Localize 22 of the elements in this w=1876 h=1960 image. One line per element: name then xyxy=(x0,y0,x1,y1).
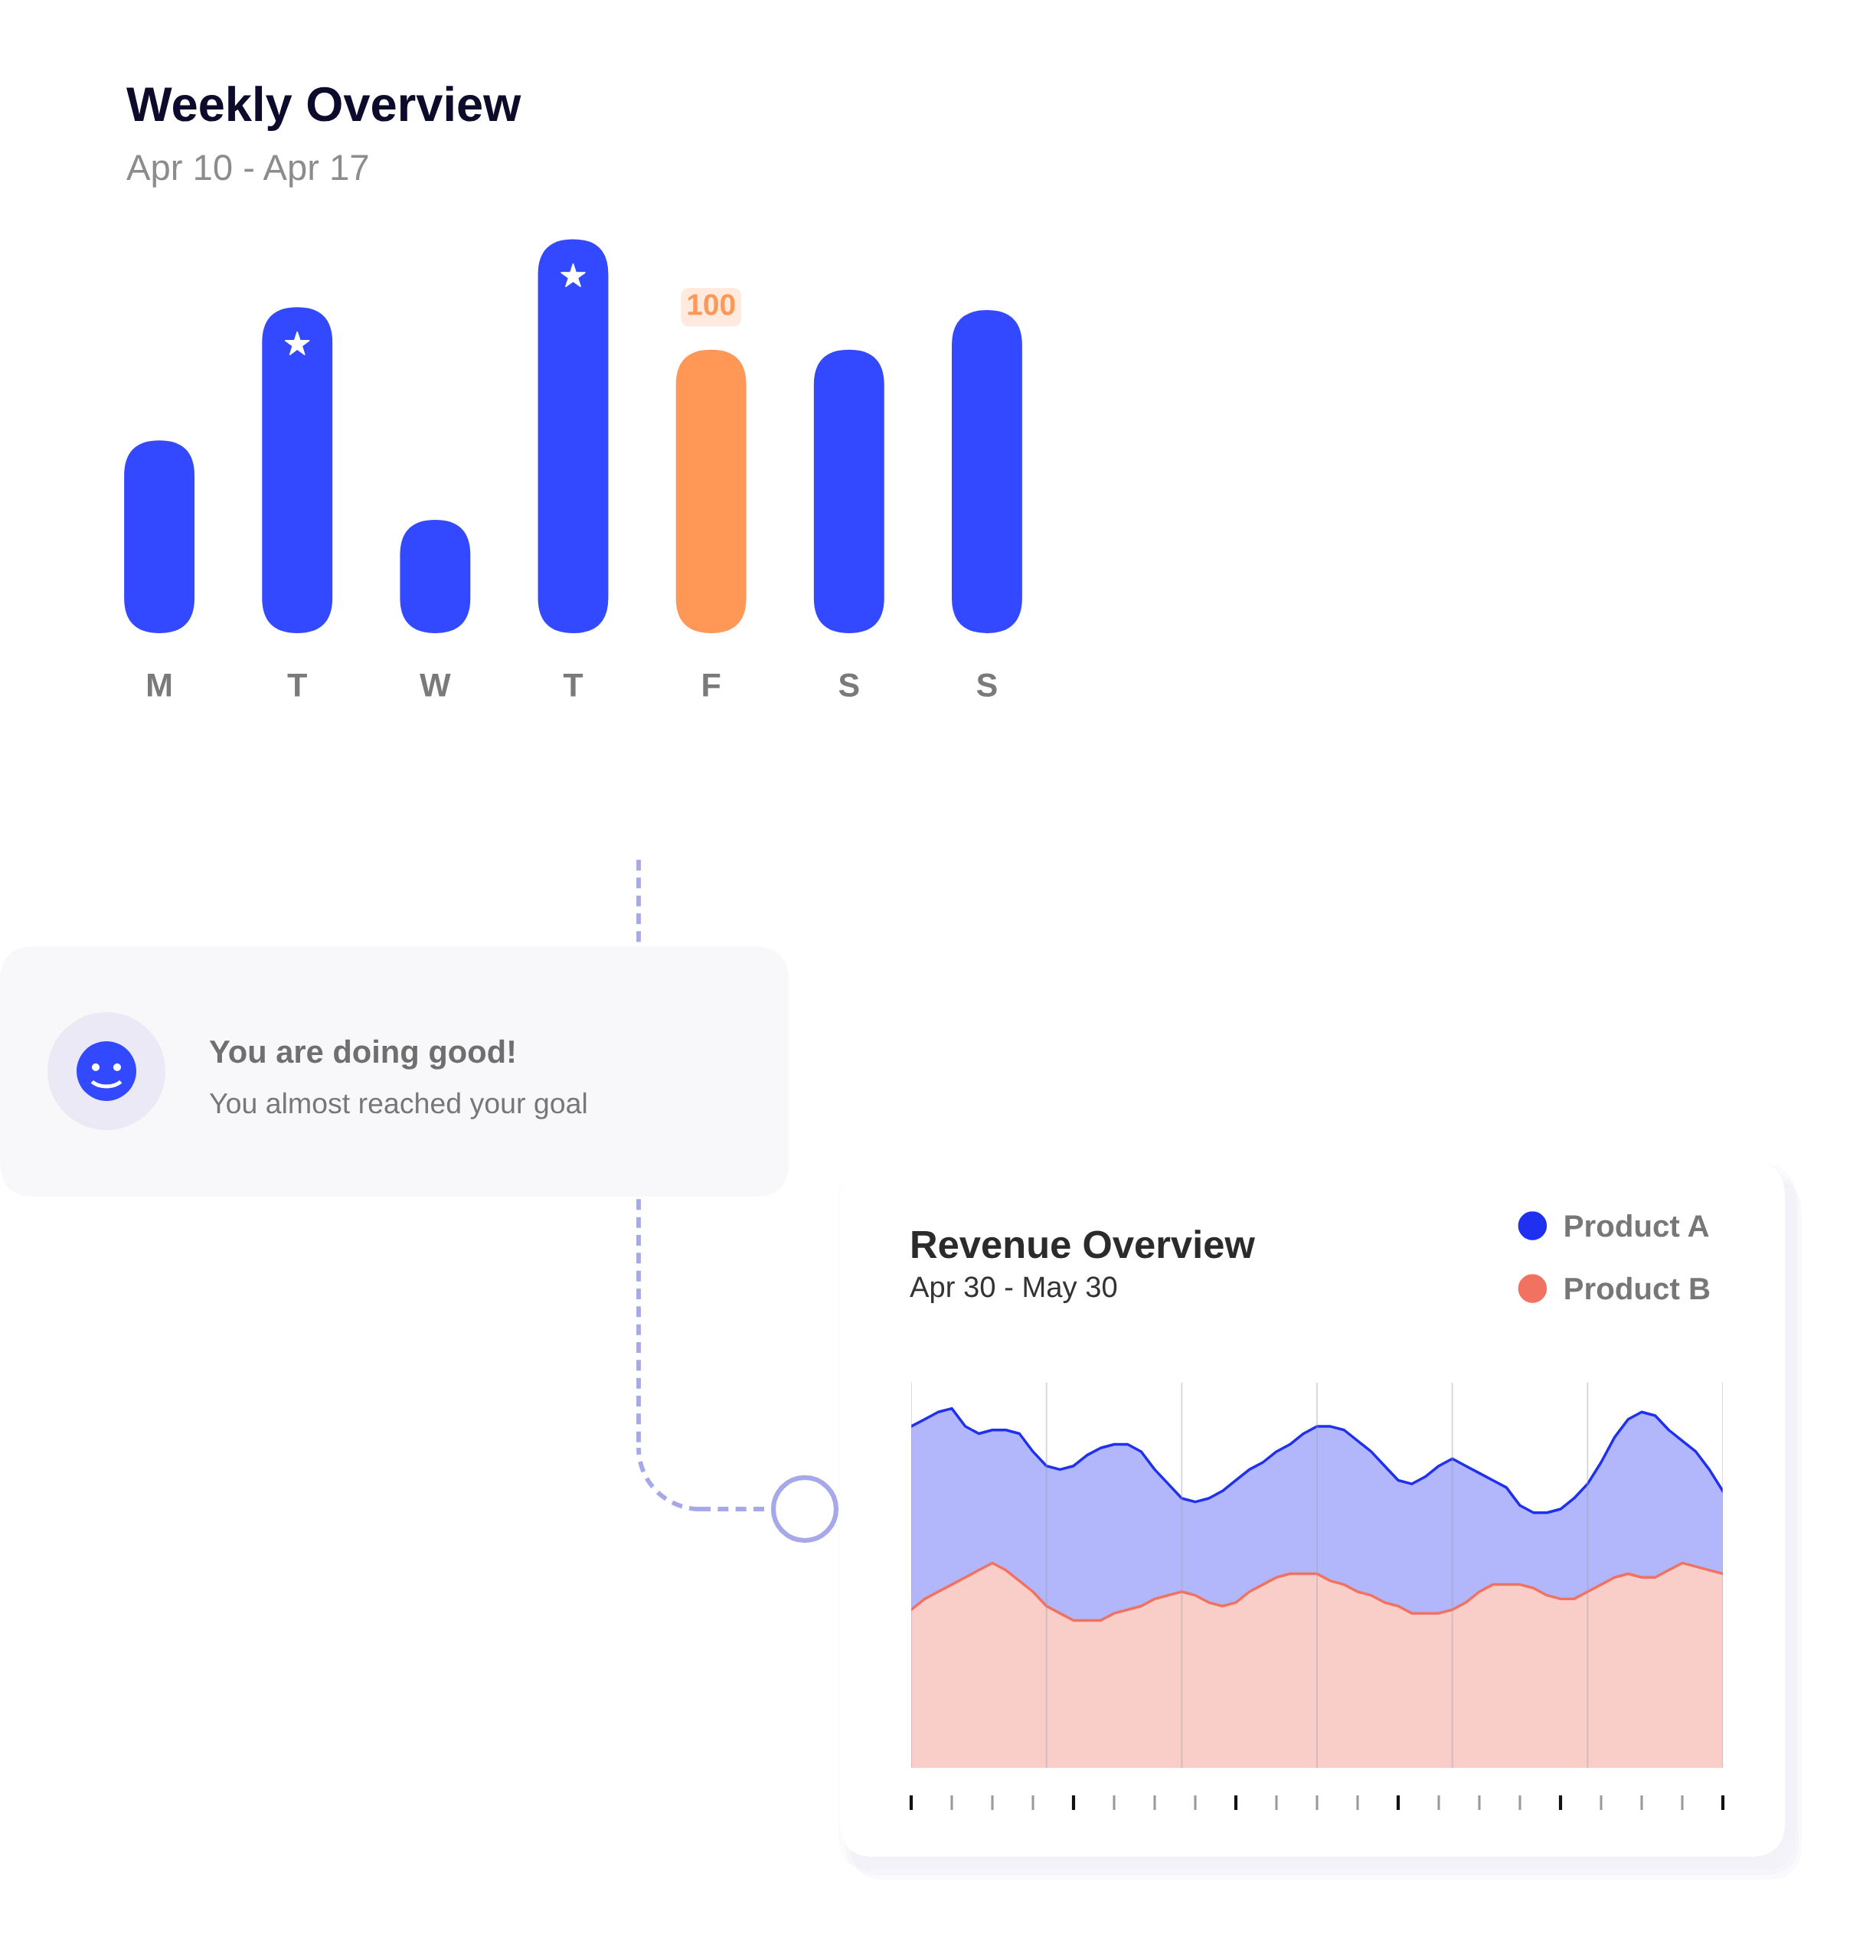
bar xyxy=(262,307,333,633)
x-tick-label: S xyxy=(976,673,997,697)
text: You are doing good! xyxy=(209,1039,515,1070)
legend-label: Product B xyxy=(1565,1276,1710,1300)
bar xyxy=(675,349,747,633)
data-label: 100 xyxy=(688,294,735,315)
x-tick-label: W xyxy=(420,673,451,697)
chart-subtitle: Apr 10 - Apr 17 xyxy=(126,155,368,188)
bar xyxy=(538,239,609,633)
chart-title: Weekly Overview xyxy=(126,86,521,132)
chart-subtitle: Apr 30 - May 30 xyxy=(910,1276,1117,1303)
text: You almost reached your goal xyxy=(209,1092,587,1119)
bar xyxy=(813,349,884,633)
x-tick-label: S xyxy=(838,673,859,697)
x-tick-label: M xyxy=(148,673,172,697)
bar xyxy=(124,440,195,633)
chart-title: Revenue Overview xyxy=(912,1230,1255,1259)
bar xyxy=(951,309,1022,633)
x-tick-label: T xyxy=(287,673,307,697)
x-tick-label: T xyxy=(563,673,583,697)
x-tick-label: F xyxy=(703,673,721,697)
legend-label: Product A xyxy=(1565,1214,1709,1237)
